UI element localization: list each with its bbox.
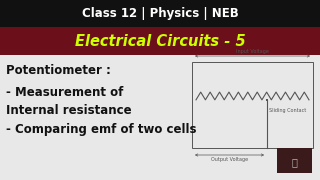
Bar: [192, 62, 313, 148]
Bar: [277, 148, 312, 173]
Text: Internal resistance: Internal resistance: [6, 103, 132, 116]
Text: Potentiometer :: Potentiometer :: [6, 64, 111, 76]
Text: Output Voltage: Output Voltage: [211, 157, 248, 162]
Bar: [0, 27, 320, 55]
Text: ⚿: ⚿: [291, 157, 297, 167]
Text: - Comparing emf of two cells: - Comparing emf of two cells: [6, 123, 196, 136]
Text: Input Voltage: Input Voltage: [236, 49, 269, 54]
Text: Sliding Contact: Sliding Contact: [269, 108, 306, 113]
Text: - Measurement of: - Measurement of: [6, 86, 124, 98]
Text: Electrical Circuits - 5: Electrical Circuits - 5: [75, 33, 245, 48]
Text: Class 12 | Physics | NEB: Class 12 | Physics | NEB: [82, 7, 238, 20]
Bar: [266, 99, 268, 101]
Bar: [0, 0, 320, 27]
